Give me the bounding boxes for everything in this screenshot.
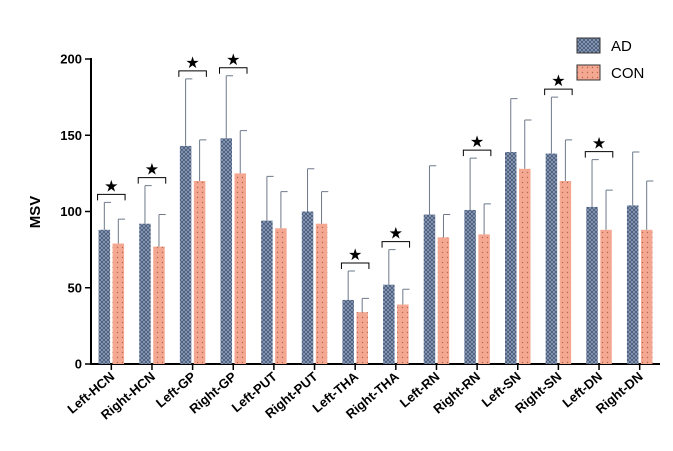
significance-star: ★ <box>104 176 118 195</box>
bar-ad <box>98 229 111 364</box>
bar-ad <box>545 153 558 364</box>
bar-con <box>640 229 653 364</box>
error-bar <box>347 270 355 300</box>
y-axis-label: MSV <box>27 196 44 229</box>
bar-ad <box>586 206 598 364</box>
legend-label-con: CON <box>611 65 644 82</box>
x-axis: Left-HCNRight-HCNLeft-GPRight-GPLeft-PUT… <box>64 363 660 423</box>
significance-star: ★ <box>592 134 606 153</box>
y-axis: 0 50 100 150 200 <box>60 52 92 372</box>
legend-label-ad: AD <box>611 38 632 55</box>
error-bar <box>605 189 613 230</box>
bar-con <box>112 243 125 364</box>
significance-bracket <box>584 151 614 158</box>
bar-ad <box>464 209 476 364</box>
error-bar <box>632 151 640 206</box>
y-tick-label: 0 <box>75 357 82 372</box>
bar-ad <box>626 205 639 364</box>
significance-star: ★ <box>551 71 565 90</box>
bar-con <box>275 228 287 364</box>
bar-con <box>600 229 612 364</box>
bar-con <box>519 168 531 364</box>
error-bar <box>307 168 315 212</box>
significance-bracket <box>381 241 411 248</box>
significance-star: ★ <box>145 160 159 179</box>
bar-con <box>193 181 206 364</box>
error-bar <box>117 218 126 244</box>
error-bar <box>239 130 247 174</box>
bar-con <box>234 173 246 364</box>
bar-con <box>478 234 490 364</box>
significance-star: ★ <box>389 224 403 243</box>
significance-bracket <box>137 177 167 184</box>
y-tick-label: 150 <box>60 128 82 143</box>
error-bar <box>646 180 654 230</box>
significance-star: ★ <box>348 245 362 264</box>
bar-ad <box>301 211 314 364</box>
bar-ad <box>139 223 151 364</box>
error-bar <box>280 191 288 229</box>
legend: AD CON <box>576 37 644 82</box>
bar-ad <box>423 214 436 364</box>
error-bar <box>361 297 369 313</box>
error-bar <box>564 139 573 181</box>
error-bar <box>103 201 112 230</box>
y-tick-label: 200 <box>60 52 82 67</box>
significance-bracket <box>219 67 248 74</box>
significance-star: ★ <box>185 53 199 72</box>
bar-con <box>153 246 165 364</box>
legend-swatch-con <box>576 64 601 81</box>
error-bar <box>550 96 559 154</box>
error-bar <box>428 165 437 215</box>
error-bar <box>469 157 477 210</box>
significance-bracket <box>97 193 126 201</box>
bar-con <box>315 223 328 364</box>
significance-bracket <box>178 70 207 77</box>
bar-ad <box>179 145 192 364</box>
significance-bracket <box>340 262 370 269</box>
y-tick-label: 50 <box>68 280 82 295</box>
error-bar <box>591 159 599 207</box>
bar-ad <box>261 220 273 364</box>
significance-bracket <box>462 149 492 157</box>
error-bar <box>144 185 152 224</box>
significance-star: ★ <box>470 132 484 151</box>
error-bar <box>321 191 329 224</box>
bar-ad <box>342 299 354 364</box>
error-bar <box>266 175 274 221</box>
error-bar <box>185 78 193 146</box>
error-bar <box>510 98 518 153</box>
error-bar <box>402 288 410 305</box>
significance-markers: ★ ★ ★ ★ ★ ★ ★ ★ ★ <box>97 50 614 269</box>
error-bar <box>225 75 233 139</box>
error-bar <box>483 203 491 235</box>
bar-con <box>397 304 409 364</box>
bar-ad <box>505 152 517 364</box>
error-bar <box>442 214 451 238</box>
legend-swatch-ad <box>576 37 601 54</box>
significance-star: ★ <box>226 50 240 69</box>
y-tick-label: 100 <box>60 204 82 219</box>
error-bar <box>524 119 532 169</box>
error-bar <box>388 249 396 285</box>
error-bar <box>158 214 166 247</box>
bar-ad <box>220 138 232 364</box>
bar-ad <box>383 284 395 364</box>
bars <box>98 75 654 364</box>
bar-con <box>437 237 450 364</box>
error-bar <box>199 139 207 181</box>
bar-con <box>559 181 572 364</box>
bar-con <box>356 312 368 364</box>
significance-bracket <box>544 88 573 96</box>
